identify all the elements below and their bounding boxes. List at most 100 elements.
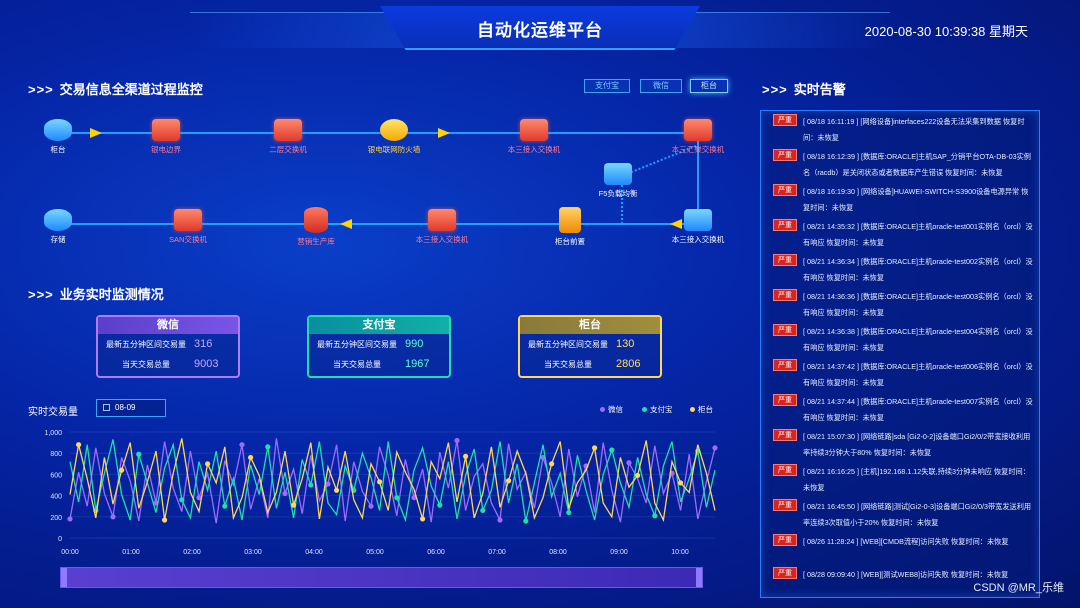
series-point[interactable] xyxy=(626,460,632,466)
alarm-text: [ 08/21 16:45:50 ] [网络链路]测试[Gi2-0-3]设备端口… xyxy=(803,502,1032,527)
series-point[interactable] xyxy=(678,480,684,486)
flow-node-access-switch-right[interactable]: 本三接入交换机 xyxy=(668,209,728,245)
severity-badge: 严重 xyxy=(773,184,797,196)
series-point[interactable] xyxy=(609,447,615,453)
series-point[interactable] xyxy=(652,513,658,519)
flow-node-firewall[interactable]: 银电联网防火墙 xyxy=(364,119,424,155)
switch-icon xyxy=(684,119,712,141)
series-point[interactable] xyxy=(712,445,718,451)
series-point[interactable] xyxy=(265,444,271,450)
series-point[interactable] xyxy=(506,478,512,484)
flow-node-bank-border[interactable]: 银电边界 xyxy=(136,119,196,155)
series-point[interactable] xyxy=(394,495,400,501)
series-point[interactable] xyxy=(523,518,529,524)
tab-alipay[interactable]: 支付宝 xyxy=(584,79,630,93)
flow-node-f5[interactable]: F5负载均衡 xyxy=(588,163,648,199)
series-point[interactable] xyxy=(76,442,82,448)
series-point[interactable] xyxy=(110,514,116,520)
x-tick-label: 08:00 xyxy=(549,549,567,556)
alarm-section-title: >>> 实时告警 xyxy=(762,79,846,98)
slider-handle-left[interactable] xyxy=(61,568,67,587)
alarm-text: [ 08/21 14:36:36 ] [数据库:ORACLE]主机oracle-… xyxy=(803,292,1033,317)
series-point[interactable] xyxy=(377,479,383,485)
series-point[interactable] xyxy=(454,437,460,444)
alarm-item[interactable]: 严重 [ 08/21 16:45:50 ] [网络链路]测试[Gi2-0-3]设备… xyxy=(761,496,1039,531)
header: 自动化运维平台 2020-08-30 10:39:38 星期天 xyxy=(0,0,1080,60)
tab-wechat[interactable]: 微信 xyxy=(640,79,682,93)
alarm-item[interactable]: 严重 [ 08/18 16:11:19 ] [网络设备]interfaces222… xyxy=(761,111,1039,146)
alarm-item[interactable]: 严重 [ 08/21 14:37:44 ] [数据库:ORACLE]主机oracl… xyxy=(761,391,1039,426)
flow-line-bottom xyxy=(50,223,700,225)
alarm-item[interactable]: 严重 [ 08/26 11:28:24 ] [WEB][CMDB流程]访问失败 恢… xyxy=(761,531,1039,564)
card-row-value: 130 xyxy=(616,338,635,350)
series-point[interactable] xyxy=(179,497,185,503)
series-point[interactable] xyxy=(67,516,73,522)
series-point[interactable] xyxy=(437,502,443,508)
flow-node-aggregation-switch[interactable]: 本三汇聚交换机 xyxy=(668,119,728,155)
series-point[interactable] xyxy=(334,487,340,493)
alarm-item[interactable]: 严重 [ 08/21 14:35:32 ] [数据库:ORACLE]主机oracl… xyxy=(761,216,1039,251)
alarm-item[interactable]: 严重[ 08/28 15:42:30 ] [虚拟机]剩下不到1%的可用空间/ 在… xyxy=(761,597,1039,598)
series-point[interactable] xyxy=(291,502,297,508)
series-point[interactable] xyxy=(205,461,211,467)
flow-node-l2-switch[interactable]: 二层交换机 xyxy=(258,119,318,155)
series-point[interactable] xyxy=(308,482,314,488)
series-point[interactable] xyxy=(463,453,469,459)
severity-badge: 严重 xyxy=(773,289,797,301)
alarm-item[interactable]: 严重 [ 08/21 16:16:25 ] [主机]192.168.1.12失联,… xyxy=(761,461,1039,496)
series-point[interactable] xyxy=(480,507,486,514)
alarm-item[interactable]: 严重 [ 08/28 09:09:40 ] [WEB][测试WEB8]访问失败 恢… xyxy=(761,564,1039,597)
alarm-item[interactable]: 严重 [ 08/21 14:36:38 ] [数据库:ORACLE]主机oracl… xyxy=(761,321,1039,356)
x-tick-label: 09:00 xyxy=(610,549,628,556)
y-tick-label: 0 xyxy=(58,536,62,543)
slider-handle-right[interactable] xyxy=(696,568,702,587)
card-row-label: 当天交易总量 xyxy=(544,359,592,369)
series-point[interactable] xyxy=(549,461,555,467)
date-picker[interactable]: 08-09 xyxy=(96,399,166,417)
flow-node-storage[interactable]: 存储 xyxy=(28,209,88,245)
alarm-text: [ 08/18 16:11:19 ] [网络设备]interfaces222设备… xyxy=(803,117,1025,142)
card-row-value: 2806 xyxy=(616,358,641,370)
flow-node-access-switch-top[interactable]: 本三接入交换机 xyxy=(504,119,564,155)
legend-item-wechat[interactable]: 微信 xyxy=(600,404,623,415)
tab-counter[interactable]: 柜台 xyxy=(690,79,728,93)
card-title: 支付宝 xyxy=(309,317,449,334)
flow-node-production-db[interactable]: 营销生产库 xyxy=(286,207,346,247)
legend-item-alipay[interactable]: 支付宝 xyxy=(642,404,673,415)
series-point[interactable] xyxy=(635,472,641,479)
series-point[interactable] xyxy=(136,451,142,457)
series-point[interactable] xyxy=(119,467,125,473)
flow-node-san-switch[interactable]: SAN交换机 xyxy=(158,209,218,245)
chart-zoom-slider[interactable] xyxy=(60,567,703,588)
flow-node-label: 本三汇聚交换机 xyxy=(671,145,725,154)
series-point[interactable] xyxy=(282,490,288,497)
series-point[interactable] xyxy=(566,509,572,516)
series-point[interactable] xyxy=(239,442,245,448)
legend-item-counter[interactable]: 柜台 xyxy=(690,404,713,415)
alarm-item[interactable]: 严重 [ 08/21 14:37:42 ] [数据库:ORACLE]主机oracl… xyxy=(761,356,1039,391)
series-point[interactable] xyxy=(497,517,503,523)
series-point[interactable] xyxy=(368,503,374,509)
alarm-item[interactable]: 严重 [ 08/18 16:19:30 ] [网络设备]HUAWEI-SWITCH… xyxy=(761,181,1039,216)
x-tick-label: 07:00 xyxy=(488,549,506,556)
alarm-list[interactable]: 严重 [ 08/18 16:11:19 ] [网络设备]interfaces222… xyxy=(760,110,1040,598)
flow-node-access-switch-bottom[interactable]: 本三接入交换机 xyxy=(412,209,472,245)
series-point[interactable] xyxy=(196,495,202,501)
alarm-item[interactable]: 严重 [ 08/18 16:12:39 ] [数据库:ORACLE]主机SAP_分… xyxy=(761,146,1039,181)
alarm-item[interactable]: 严重 [ 08/21 14:36:36 ] [数据库:ORACLE]主机oracl… xyxy=(761,286,1039,321)
flow-node-counter[interactable]: 柜台 xyxy=(28,119,88,155)
series-point[interactable] xyxy=(420,516,426,522)
series-point[interactable] xyxy=(248,454,254,461)
series-point[interactable] xyxy=(592,445,598,451)
flow-line-dotted-vertical xyxy=(621,185,623,224)
series-point[interactable] xyxy=(411,495,417,501)
series-point[interactable] xyxy=(325,481,331,487)
series-point[interactable] xyxy=(222,503,228,509)
flow-node-counter-front[interactable]: 柜台前置 xyxy=(540,207,600,247)
alarm-text: [ 08/18 16:19:30 ] [网络设备]HUAWEI-SWITCH-S… xyxy=(803,187,1029,212)
card-row-value: 316 xyxy=(194,338,213,350)
series-point[interactable] xyxy=(162,517,168,523)
card-row-label: 当天交易总量 xyxy=(333,359,381,369)
alarm-item[interactable]: 严重 [ 08/21 15:07:30 ] [网络链路]sda [Gi2-0-2]… xyxy=(761,426,1039,461)
alarm-item[interactable]: 严重 [ 08/21 14:36:34 ] [数据库:ORACLE]主机oracl… xyxy=(761,251,1039,286)
